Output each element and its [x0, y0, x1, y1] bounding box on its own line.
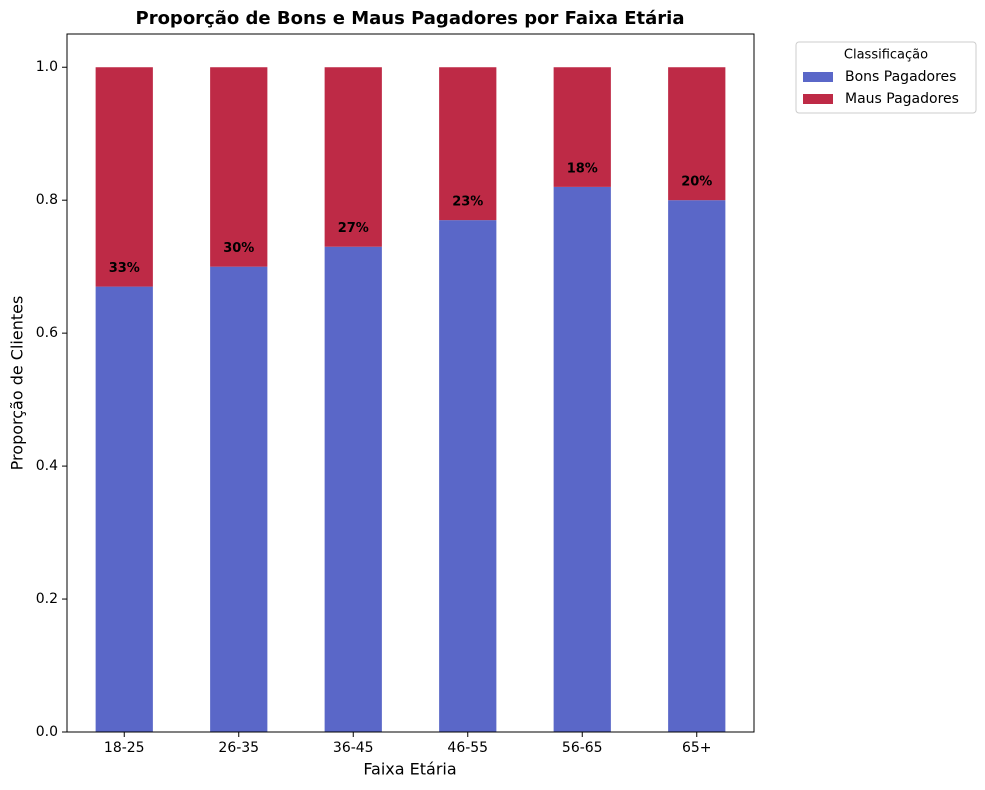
bar-segment	[439, 67, 497, 221]
bar-segment	[553, 186, 611, 732]
chart-title: Proporção de Bons e Maus Pagadores por F…	[136, 8, 685, 29]
bar-segment	[324, 67, 382, 247]
legend-swatch	[803, 94, 833, 104]
plot-frame	[66, 33, 755, 733]
legend-swatch	[803, 72, 833, 82]
bar-segment	[553, 67, 611, 187]
bar-segment	[95, 67, 153, 287]
bar-segment	[439, 220, 497, 732]
data-label: 33%	[109, 261, 140, 276]
data-label: 20%	[681, 175, 712, 190]
x-tick-label: 56-65	[562, 740, 603, 756]
x-tick-label: 18-25	[104, 740, 145, 756]
x-axis-label: Faixa Etária	[363, 760, 456, 779]
bar-segment	[210, 266, 268, 732]
bar-segment	[95, 286, 153, 732]
x-tick-label: 46-55	[447, 740, 488, 756]
data-label: 23%	[452, 195, 483, 210]
legend-title: Classificação	[844, 48, 928, 63]
y-tick-label: 0.4	[36, 458, 58, 474]
y-axis-label: Proporção de Clientes	[8, 296, 27, 471]
y-tick-label: 1.0	[36, 59, 58, 75]
legend-label: Bons Pagadores	[845, 69, 956, 85]
legend-box	[795, 41, 977, 114]
x-tick-label: 26-35	[218, 740, 259, 756]
bar-segment	[668, 67, 726, 201]
data-label: 27%	[338, 221, 369, 236]
y-tick-label: 0.6	[36, 325, 58, 341]
y-tick-label: 0.0	[36, 724, 58, 740]
x-tick-label: 36-45	[333, 740, 374, 756]
y-tick-label: 0.8	[36, 192, 58, 208]
bar-segment	[324, 246, 382, 732]
data-label: 30%	[223, 241, 254, 256]
bar-segment	[210, 67, 268, 267]
bar-segment	[668, 200, 726, 732]
legend-label: Maus Pagadores	[845, 91, 959, 107]
x-tick-label: 65+	[682, 740, 712, 756]
data-label: 18%	[567, 161, 598, 176]
y-tick-label: 0.2	[36, 591, 58, 607]
